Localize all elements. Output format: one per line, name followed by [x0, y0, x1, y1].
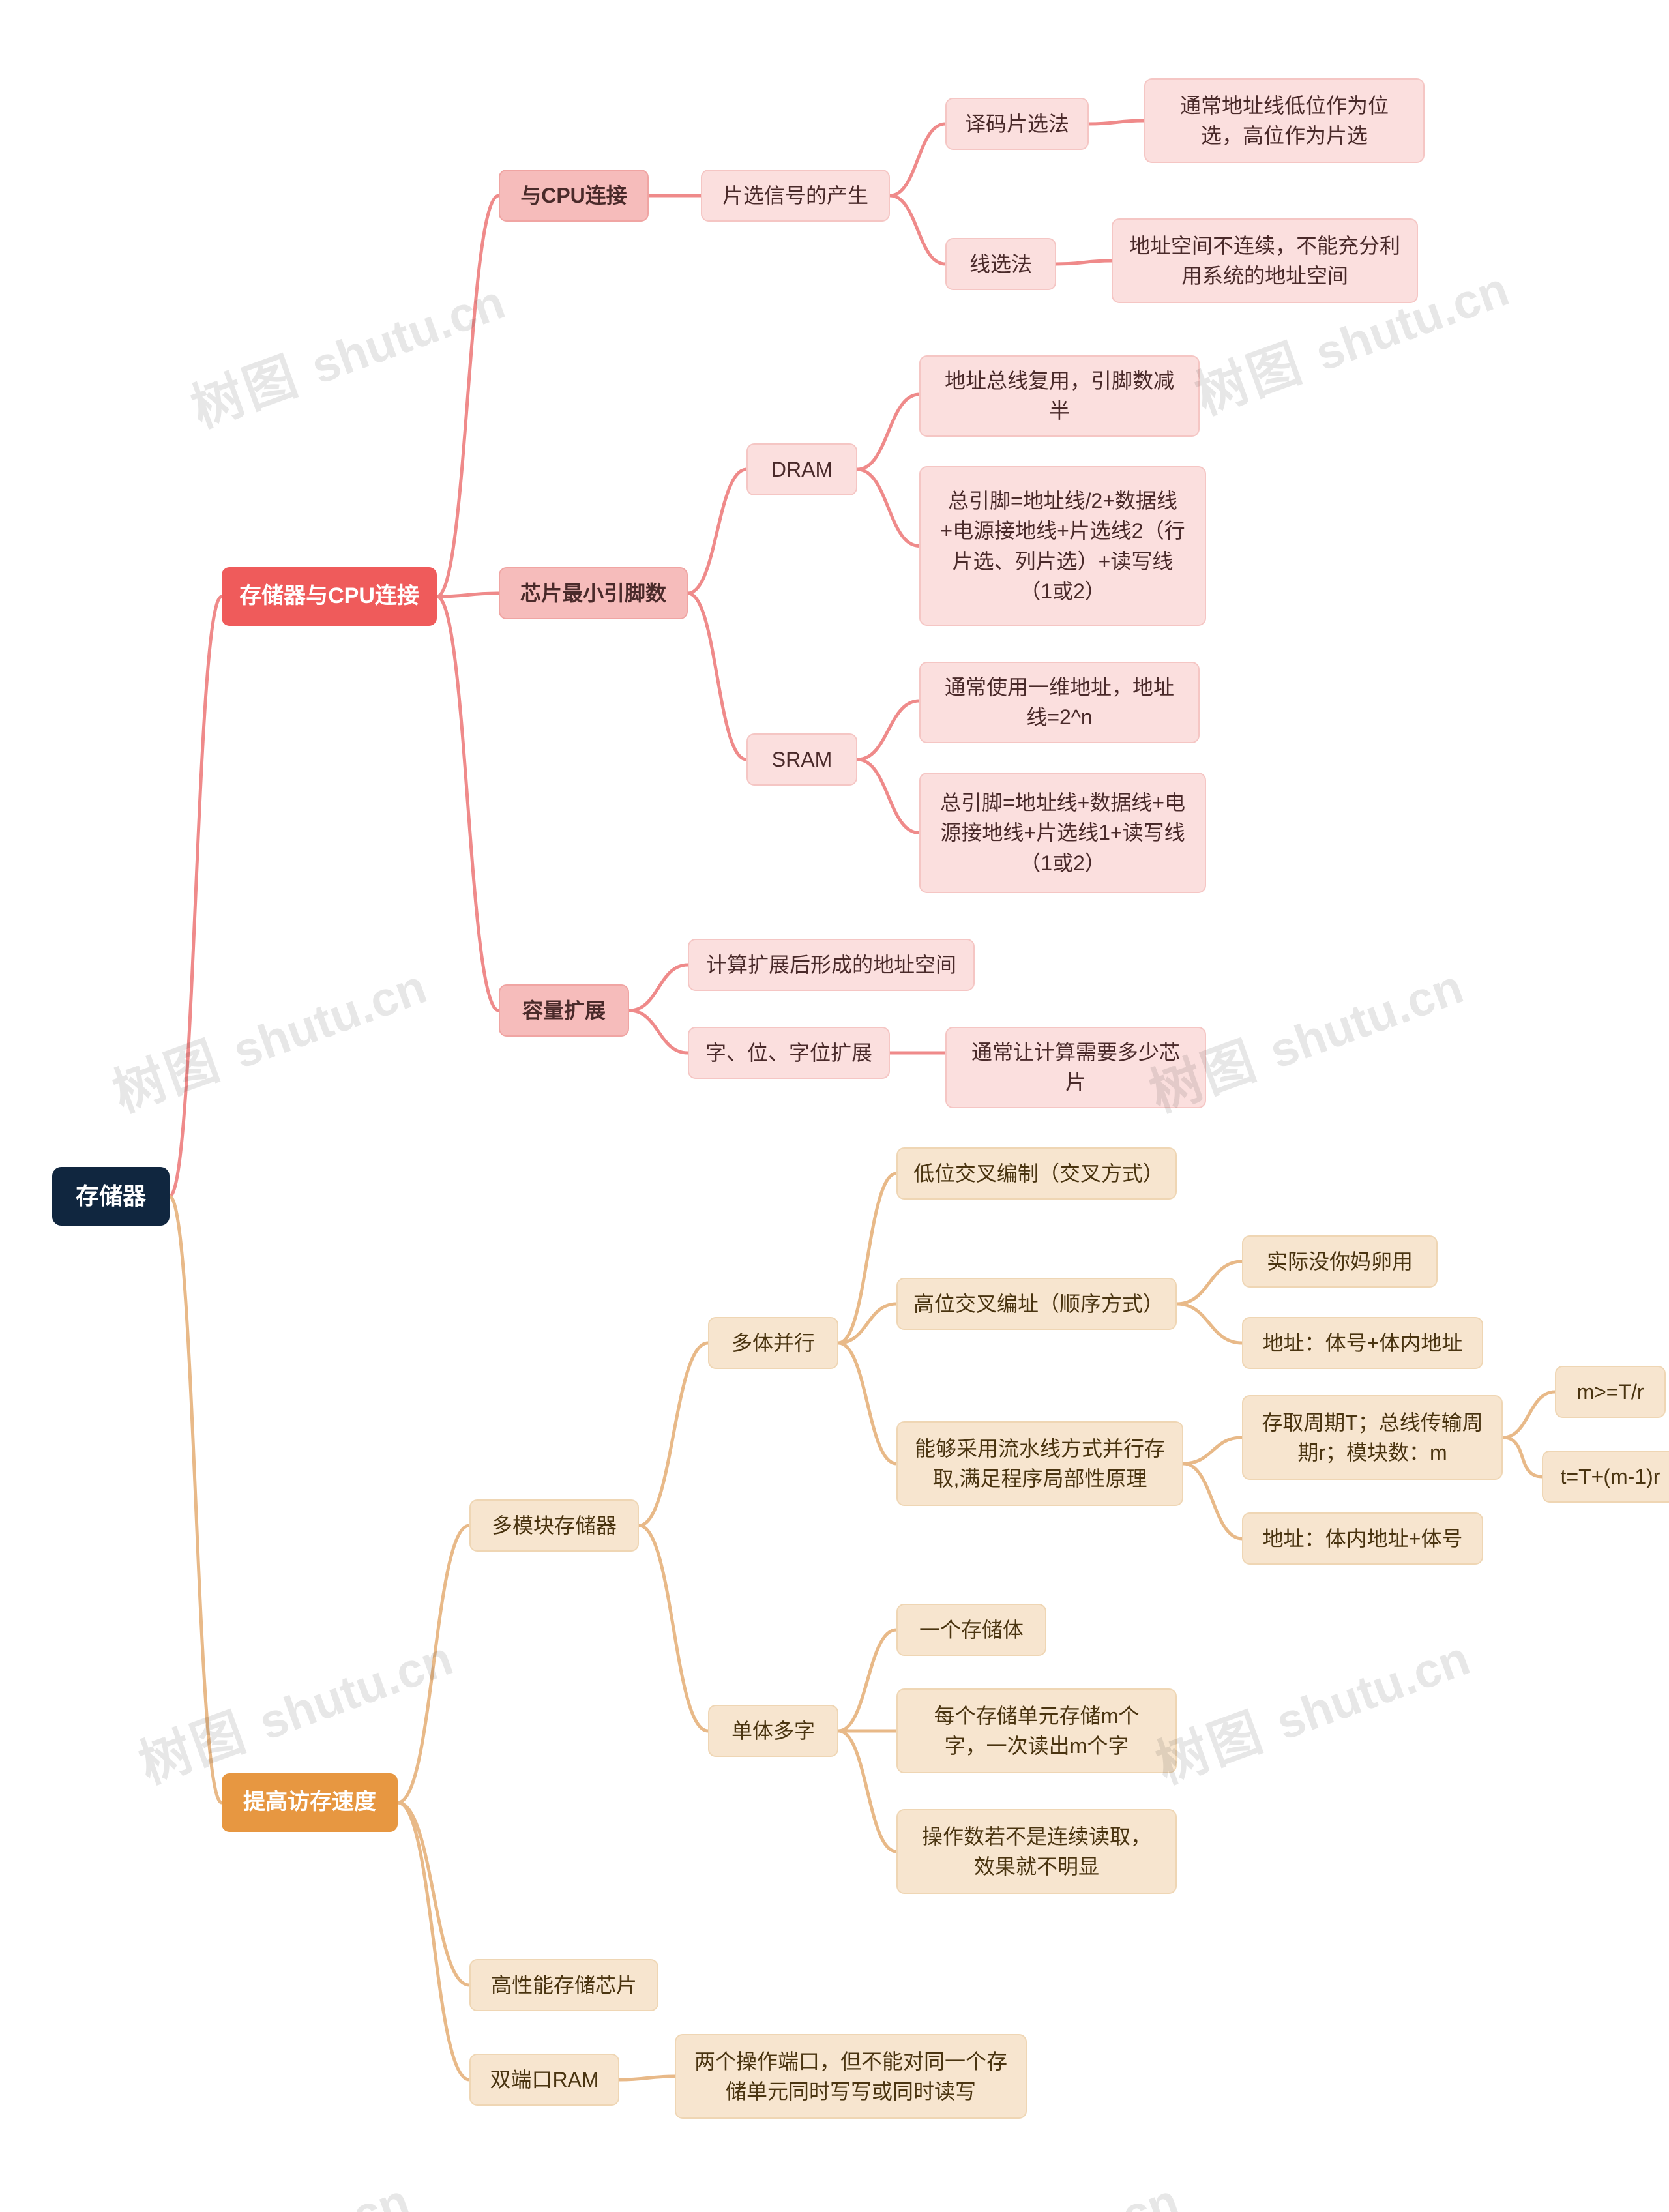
node-a2b: SRAM — [746, 733, 857, 786]
watermark: 树图 shutu.cn — [127, 1615, 461, 1799]
node-b3a: 两个操作端口，但不能对同一个存储单元同时写写或同时读写 — [675, 2034, 1027, 2119]
node-a1b: 线选法 — [945, 238, 1056, 290]
node-a1s: 片选信号的产生 — [701, 170, 890, 222]
node-b1a3a2: t=T+(m-1)r — [1542, 1451, 1669, 1503]
node-b1: 多模块存储器 — [469, 1499, 639, 1552]
node-a3b1: 通常让计算需要多少芯片 — [945, 1027, 1206, 1108]
node-a: 存储器与CPU连接 — [222, 567, 437, 626]
edge-layer — [0, 0, 1669, 2212]
node-b3: 双端口RAM — [469, 2054, 619, 2106]
node-b1b: 单体多字 — [708, 1705, 838, 1757]
node-b1b1: 一个存储体 — [896, 1604, 1046, 1656]
node-b1a2: 高位交叉编址（顺序方式） — [896, 1278, 1177, 1330]
node-b1a2b: 地址：体号+体内地址 — [1242, 1317, 1483, 1369]
node-a2a1: 地址总线复用，引脚数减半 — [919, 355, 1200, 437]
node-b1a3a: 存取周期T；总线传输周期r；模块数：m — [1242, 1395, 1503, 1480]
watermark: cn — [1113, 2170, 1187, 2212]
node-b1a1: 低位交叉编制（交叉方式） — [896, 1147, 1177, 1200]
node-a1: 与CPU连接 — [499, 170, 649, 222]
node-b1b3: 操作数若不是连续读取，效果就不明显 — [896, 1809, 1177, 1894]
node-b: 提高访存速度 — [222, 1773, 398, 1832]
node-a1b1: 地址空间不连续，不能充分利用系统的地址空间 — [1112, 218, 1418, 303]
node-b1a3: 能够采用流水线方式并行存取,满足程序局部性原理 — [896, 1421, 1183, 1506]
node-b1a2a: 实际没你妈卵用 — [1242, 1235, 1438, 1288]
node-b1a: 多体并行 — [708, 1317, 838, 1369]
node-root: 存储器 — [52, 1167, 170, 1226]
node-a2a: DRAM — [746, 443, 857, 495]
watermark: cn — [344, 2170, 417, 2212]
node-b1a3a1: m>=T/r — [1555, 1366, 1666, 1418]
node-a2b2: 总引脚=地址线+数据线+电源接地线+片选线1+读写线（1或2） — [919, 773, 1206, 893]
node-b1b2: 每个存储单元存储m个字，一次读出m个字 — [896, 1688, 1177, 1773]
node-a2: 芯片最小引脚数 — [499, 567, 688, 619]
watermark: 树图 shutu.cn — [101, 944, 435, 1127]
watermark: 树图 shutu.cn — [179, 259, 513, 443]
node-b1a3b: 地址：体内地址+体号 — [1242, 1512, 1483, 1565]
node-a2b1: 通常使用一维地址，地址线=2^n — [919, 662, 1200, 743]
node-a1a1: 通常地址线低位作为位选，高位作为片选 — [1144, 78, 1425, 163]
node-a2a2: 总引脚=地址线/2+数据线+电源接地线+片选线2（行片选、列片选）+读写线（1或… — [919, 466, 1206, 626]
node-a3: 容量扩展 — [499, 984, 629, 1037]
mindmap-stage: 存储器 存储器与CPU连接 与CPU连接片选信号的产生 译码片选法 通常地址线低位作为位… — [0, 0, 1669, 2212]
node-a3b: 字、位、字位扩展 — [688, 1027, 890, 1079]
node-b2: 高性能存储芯片 — [469, 1959, 658, 2011]
node-a1a: 译码片选法 — [945, 98, 1089, 150]
node-a3a: 计算扩展后形成的地址空间 — [688, 939, 975, 991]
watermark: 树图 shutu.cn — [1144, 1615, 1478, 1799]
